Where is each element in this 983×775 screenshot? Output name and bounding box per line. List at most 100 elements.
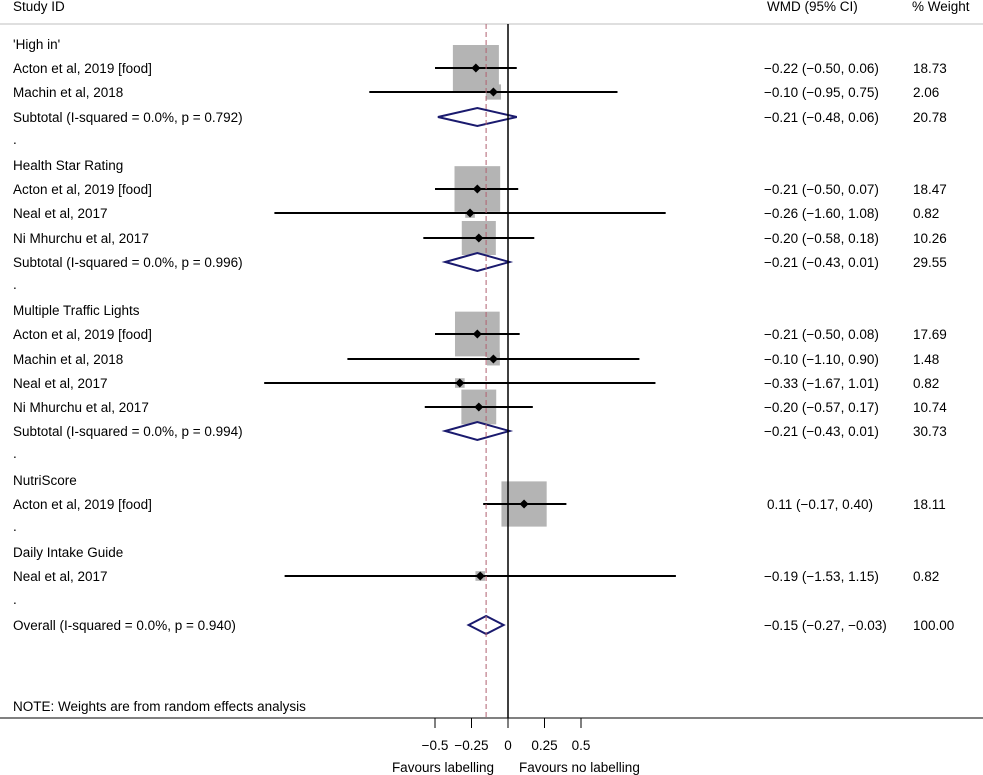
forest-row-study: Acton et al, 2019 [food] 0.11 (−0.17, 0.4…: [13, 481, 946, 527]
favours-labelling-label: Favours labelling: [392, 760, 494, 775]
ci-text: −0.21 (−0.50, 0.08): [764, 327, 879, 342]
subtotal-label: Subtotal (I-squared = 0.0%, p = 0.994): [13, 424, 243, 439]
study-label: Neal et al, 2017: [13, 569, 108, 584]
ci-text: −0.22 (−0.50, 0.06): [764, 61, 879, 76]
ci-text: −0.20 (−0.58, 0.18): [764, 231, 879, 246]
forest-row-study: Acton et al, 2019 [food] −0.21 (−0.50, 0.…: [13, 166, 947, 212]
ci-text: −0.10 (−1.10, 0.90): [764, 352, 879, 367]
ci-text: −0.21 (−0.43, 0.01): [764, 255, 879, 270]
forest-row-group: Multiple Traffic Lights: [13, 303, 140, 318]
spacer-dot: .: [13, 519, 17, 534]
forest-row-spacer: .: [13, 132, 17, 147]
subtotal-label: Subtotal (I-squared = 0.0%, p = 0.792): [13, 110, 243, 125]
forest-row-study: Ni Mhurchu et al, 2017 −0.20 (−0.58, 0.18…: [13, 220, 947, 256]
forest-row-study: Neal et al, 2017 −0.19 (−1.53, 1.15) 0.82: [13, 569, 939, 584]
study-label: Machin et al, 2018: [13, 352, 123, 367]
study-label: Acton et al, 2019 [food]: [13, 497, 152, 512]
forest-row-group: 'High in': [13, 37, 60, 52]
forest-row-spacer: .: [13, 446, 17, 461]
study-label: Acton et al, 2019 [food]: [13, 327, 152, 342]
point-estimate: [471, 63, 481, 73]
weight-text: 18.73: [913, 61, 947, 76]
weight-text: 100.00: [913, 618, 954, 633]
weight-text: 29.55: [913, 255, 947, 270]
weight-text: 0.82: [913, 569, 939, 584]
header-study-id: Study ID: [13, 0, 65, 14]
forest-row-study: Acton et al, 2019 [food] −0.21 (−0.50, 0.…: [13, 311, 947, 357]
point-estimate: [474, 233, 484, 243]
subtotal-diamond: [441, 251, 514, 273]
spacer-dot: .: [13, 277, 17, 292]
axis-tick-label: 0.5: [572, 738, 591, 753]
weight-text: 0.82: [913, 206, 939, 221]
study-label: Neal et al, 2017: [13, 206, 108, 221]
subtotal-label: Subtotal (I-squared = 0.0%, p = 0.996): [13, 255, 243, 270]
forest-row-study: Neal et al, 2017 −0.33 (−1.67, 1.01) 0.82: [13, 376, 939, 391]
weight-text: 2.06: [913, 85, 939, 100]
forest-row-study: Machin et al, 2018 −0.10 (−1.10, 0.90) 1.4…: [13, 352, 939, 367]
weight-text: 18.47: [913, 182, 947, 197]
point-estimate: [455, 378, 465, 388]
header-wmd: WMD (95% CI): [767, 0, 858, 14]
weight-text: 0.82: [913, 376, 939, 391]
subtotal-diamond: [441, 420, 514, 442]
forest-row-group: Daily Intake Guide: [13, 545, 123, 560]
forest-row-group: NutriScore: [13, 473, 77, 488]
weight-text: 20.78: [913, 110, 947, 125]
axis-tick-label: 0: [504, 738, 512, 753]
point-estimate: [519, 499, 529, 509]
ci-text: −0.15 (−0.27, −0.03): [764, 618, 887, 633]
ci-text: 0.11 (−0.17, 0.40): [767, 497, 873, 512]
ci-text: −0.19 (−1.53, 1.15): [764, 569, 879, 584]
point-estimate: [472, 184, 482, 194]
overall-label: Overall (I-squared = 0.0%, p = 0.940): [13, 618, 236, 633]
point-estimate: [475, 571, 485, 581]
forest-row-spacer: .: [13, 519, 17, 534]
forest-row-subtotal: Subtotal (I-squared = 0.0%, p = 0.792) −0…: [13, 106, 947, 128]
header-weight: % Weight: [912, 0, 970, 14]
spacer-dot: .: [13, 592, 17, 607]
forest-row-overall: Overall (I-squared = 0.0%, p = 0.940) −0.…: [13, 614, 954, 636]
axis-tick-label: −0.25: [454, 738, 488, 753]
forest-row-study: Machin et al, 2018 −0.10 (−0.95, 0.75) 2.0…: [13, 84, 939, 100]
weight-text: 10.26: [913, 231, 947, 246]
group-label: Health Star Rating: [13, 158, 123, 173]
weight-text: 1.48: [913, 352, 939, 367]
group-label: Daily Intake Guide: [13, 545, 123, 560]
study-label: Machin et al, 2018: [13, 85, 123, 100]
weights-note: NOTE: Weights are from random effects an…: [13, 699, 306, 714]
ci-text: −0.20 (−0.57, 0.17): [764, 400, 879, 415]
ci-text: −0.21 (−0.50, 0.07): [764, 182, 879, 197]
study-label: Acton et al, 2019 [food]: [13, 182, 152, 197]
study-label: Acton et al, 2019 [food]: [13, 61, 152, 76]
spacer-dot: .: [13, 132, 17, 147]
forest-row-spacer: .: [13, 277, 17, 292]
study-label: Neal et al, 2017: [13, 376, 108, 391]
weight-text: 30.73: [913, 424, 947, 439]
group-label: Multiple Traffic Lights: [13, 303, 140, 318]
weight-text: 18.11: [913, 497, 946, 512]
point-estimate: [488, 87, 498, 97]
ci-text: −0.10 (−0.95, 0.75): [764, 85, 879, 100]
weight-text: 17.69: [913, 327, 947, 342]
forest-rows: 'High in' Acton et al, 2019 [food] −0.22 (…: [13, 24, 954, 718]
forest-row-study: Acton et al, 2019 [food] −0.22 (−0.50, 0.…: [13, 45, 947, 91]
forest-row-study: Ni Mhurchu et al, 2017 −0.20 (−0.57, 0.17…: [13, 389, 947, 425]
study-label: Ni Mhurchu et al, 2017: [13, 231, 149, 246]
group-label: 'High in': [13, 37, 60, 52]
forest-row-group: Health Star Rating: [13, 158, 123, 173]
x-axis: −0.5 −0.25 0 0.25 0.5: [422, 717, 591, 753]
forest-row-spacer: .: [13, 592, 17, 607]
point-estimate: [488, 354, 498, 364]
study-label: Ni Mhurchu et al, 2017: [13, 400, 149, 415]
subtotal-diamond: [437, 106, 517, 128]
forest-row-subtotal: Subtotal (I-squared = 0.0%, p = 0.996) −0…: [13, 251, 947, 273]
forest-row-study: Neal et al, 2017 −0.26 (−1.60, 1.08) 0.82: [13, 206, 939, 221]
spacer-dot: .: [13, 446, 17, 461]
group-label: NutriScore: [13, 473, 77, 488]
ci-text: −0.26 (−1.60, 1.08): [764, 206, 879, 221]
forest-row-subtotal: Subtotal (I-squared = 0.0%, p = 0.994) −0…: [13, 420, 947, 442]
axis-tick-label: 0.25: [531, 738, 557, 753]
ci-text: −0.21 (−0.43, 0.01): [764, 424, 879, 439]
